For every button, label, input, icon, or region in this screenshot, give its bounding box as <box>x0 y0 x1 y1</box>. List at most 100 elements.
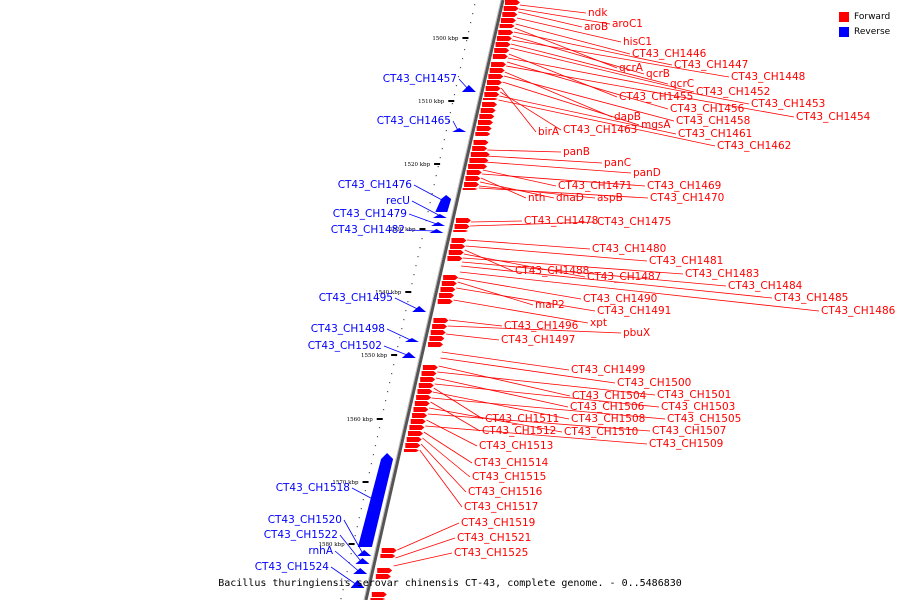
strand-dot <box>449 112 451 114</box>
forward-gene-label: CT43_CH1510 <box>564 426 638 438</box>
forward-gene-label: CT43_CH1484 <box>728 280 803 292</box>
forward-connector <box>479 185 596 199</box>
forward-gene-block <box>448 250 464 255</box>
forward-gene-block <box>417 389 433 394</box>
forward-gene-block <box>492 54 508 59</box>
reverse-gene-label: CT43_CH1498 <box>311 323 385 335</box>
forward-gene-block <box>432 324 448 329</box>
strand-dot <box>397 346 399 348</box>
forward-gene-label: CT43_CH1475 <box>597 216 671 228</box>
forward-gene-block <box>420 377 436 382</box>
strand-dot <box>389 382 391 384</box>
reverse-connector <box>394 297 418 310</box>
reverse-connector <box>411 200 439 216</box>
forward-gene-label: CT43_CH1452 <box>696 86 770 98</box>
forward-connector <box>464 249 514 272</box>
strand-dot <box>443 139 445 141</box>
forward-connector <box>508 53 618 98</box>
legend-forward: Forward <box>839 9 890 24</box>
forward-connector <box>481 173 646 187</box>
forward-gene-block <box>451 238 467 243</box>
forward-gene-label: mgsA <box>641 119 671 131</box>
forward-gene-block <box>418 383 434 388</box>
forward-gene-label: CT43_CH1490 <box>583 293 657 305</box>
legend-reverse-swatch <box>839 26 849 37</box>
forward-connector <box>485 155 603 164</box>
legend-reverse-label: Reverse <box>854 26 891 37</box>
reverse-gene-block <box>429 229 444 233</box>
forward-connector <box>506 61 669 110</box>
strand-dot <box>437 166 439 168</box>
forward-gene-label: CT43_CH1453 <box>751 98 825 110</box>
forward-connector <box>423 431 473 464</box>
strand-dot <box>340 598 342 600</box>
forward-gene-block <box>450 244 466 249</box>
forward-gene-block <box>485 86 501 91</box>
forward-gene-label: CT43_CH1508 <box>571 413 645 425</box>
forward-gene-block <box>469 158 489 163</box>
tick-label: 1500 kbp <box>432 36 459 42</box>
forward-gene-label: CT43_CH1446 <box>632 48 707 60</box>
forward-gene-label: panB <box>563 146 590 158</box>
forward-gene-block <box>468 164 488 169</box>
tick-label: 1550 kbp <box>361 353 388 359</box>
reverse-gene-label: CT43_CH1495 <box>319 292 393 304</box>
forward-gene-label: qcrA <box>619 62 644 74</box>
forward-connector <box>430 401 481 432</box>
forward-connector <box>435 377 569 408</box>
forward-gene-label: CT43_CH1497 <box>501 334 575 346</box>
strand-dot <box>391 373 393 375</box>
strand-dot <box>455 85 458 87</box>
strand-dot <box>403 319 405 321</box>
strand-dot <box>346 571 348 573</box>
forward-connector <box>445 333 500 341</box>
reverse-gene-label: CT43_CH1520 <box>268 514 342 526</box>
strand-dot <box>362 499 364 501</box>
tick-label: 1510 kbp <box>418 99 445 105</box>
legend: Forward Reverse <box>839 9 890 39</box>
forward-gene-label: CT43_CH1458 <box>676 115 750 127</box>
forward-gene-block <box>487 80 502 85</box>
strand-dot <box>470 22 472 24</box>
strand-dot <box>401 328 403 330</box>
forward-gene-block <box>381 548 397 553</box>
forward-connector <box>426 419 478 447</box>
forward-connector <box>484 161 632 174</box>
forward-gene-label: CT43_CH1505 <box>667 413 741 425</box>
forward-connector <box>502 81 640 126</box>
forward-gene-label: CT43_CH1500 <box>617 377 691 389</box>
reverse-gene-block <box>404 338 419 342</box>
genome-backbone-shadow <box>363 0 502 600</box>
forward-connector <box>432 391 570 420</box>
forward-connector <box>433 387 484 420</box>
forward-connector <box>498 99 716 147</box>
forward-gene-label: CT43_CH1470 <box>650 192 724 204</box>
forward-gene-block <box>443 275 459 280</box>
strand-dot <box>474 4 476 6</box>
forward-connector <box>427 413 651 432</box>
forward-gene-label: CT43_CH1491 <box>597 305 671 317</box>
strand-dot <box>451 103 454 105</box>
reverse-connector <box>339 534 362 562</box>
reverse-connector <box>408 213 437 225</box>
forward-gene-label: CT43_CH1513 <box>479 440 553 452</box>
forward-gene-block <box>441 281 457 286</box>
forward-gene-block <box>414 401 430 406</box>
strand-dot <box>374 445 377 447</box>
strand-dot <box>368 472 370 474</box>
forward-gene-label: pbuX <box>623 327 650 339</box>
forward-gene-block <box>464 182 480 187</box>
strand-dot <box>433 184 435 186</box>
strand-dot <box>354 535 356 537</box>
forward-connector <box>457 281 534 306</box>
reverse-gene-block <box>401 352 416 358</box>
forward-connector <box>466 239 591 250</box>
forward-gene-block <box>422 365 438 370</box>
forward-gene-block <box>408 431 424 436</box>
forward-connector <box>519 4 587 14</box>
strand-dot <box>370 463 373 465</box>
forward-gene-block <box>416 395 432 400</box>
forward-gene-block <box>489 68 505 73</box>
strand-dot <box>364 490 366 492</box>
